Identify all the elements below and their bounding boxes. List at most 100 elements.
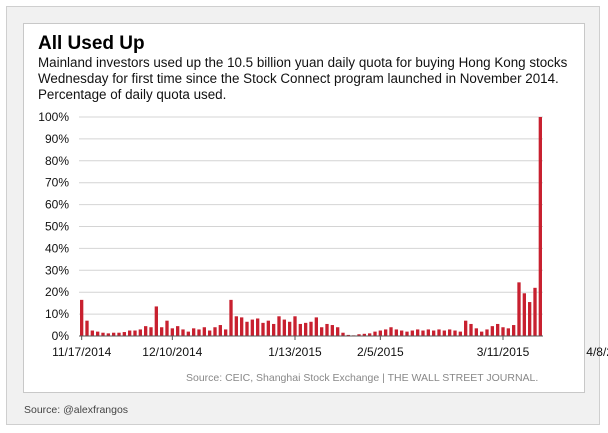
bar (138, 329, 142, 336)
bar (282, 319, 286, 336)
bar (405, 331, 409, 336)
bar (517, 282, 521, 336)
x-axis (79, 335, 543, 340)
y-tick-label: 40% (45, 241, 69, 255)
bar (176, 326, 180, 336)
bar (186, 331, 190, 336)
y-tick-label: 60% (45, 198, 69, 212)
bar (496, 323, 500, 336)
bar (229, 299, 233, 336)
bar (234, 316, 238, 336)
bar (362, 333, 366, 336)
bar (213, 327, 217, 336)
bar (245, 321, 249, 336)
bar (512, 325, 516, 336)
x-tick-label: 12/10/2014 (142, 345, 202, 359)
bar (133, 330, 137, 336)
bar (485, 329, 489, 336)
bar (469, 323, 473, 336)
bar (117, 332, 121, 336)
y-tick-label: 90% (45, 132, 69, 146)
bar (533, 287, 537, 336)
image-credit: Source: @alexfrangos (24, 404, 129, 416)
bar (266, 320, 270, 336)
x-tick-label: 4/8/2015 (586, 345, 608, 359)
bar (453, 330, 457, 336)
bar (128, 330, 132, 336)
bar (272, 323, 276, 336)
bar (357, 334, 361, 336)
bar (208, 330, 212, 336)
bar (320, 327, 324, 336)
bar (170, 328, 174, 336)
bar (448, 329, 452, 336)
bar (277, 316, 281, 336)
bar (256, 318, 260, 336)
x-axis-tick-labels: 11/17/2014 12/10/2014 1/13/2015 2/5/2015 3/1… (52, 345, 608, 359)
bar (378, 330, 382, 336)
bar (192, 328, 196, 336)
bar (314, 317, 318, 336)
bar (368, 333, 372, 336)
y-tick-label: 50% (45, 220, 69, 234)
bar (474, 328, 478, 336)
bar (346, 334, 350, 336)
bar (122, 332, 126, 336)
bar (480, 331, 484, 336)
bar (384, 329, 388, 336)
bar (432, 330, 436, 336)
gridlines (79, 116, 543, 315)
bar (426, 329, 430, 336)
bar (528, 302, 532, 336)
bar (410, 330, 414, 336)
bar (154, 306, 158, 336)
x-tick-label: 11/17/2014 (52, 345, 111, 359)
bars (80, 117, 542, 336)
y-tick-label: 70% (45, 176, 69, 190)
bar (85, 320, 89, 336)
bar (144, 326, 148, 336)
bar (218, 325, 222, 336)
bar (160, 327, 164, 336)
bar (106, 333, 110, 336)
bar (464, 320, 468, 336)
bar (325, 323, 329, 336)
bar (437, 329, 441, 336)
chart-subtitle: Mainland investors used up the 10.5 bill… (38, 55, 568, 102)
bar (416, 329, 420, 336)
bar (149, 327, 153, 336)
bar (240, 317, 244, 336)
y-tick-label: 30% (45, 263, 69, 277)
bar (288, 321, 292, 336)
bar (261, 322, 265, 336)
y-tick-label: 20% (45, 285, 69, 299)
y-tick-label: 10% (45, 307, 69, 321)
bar (181, 329, 185, 336)
bar (394, 329, 398, 336)
bar (96, 331, 100, 336)
bar (389, 327, 393, 336)
bar (165, 320, 169, 336)
x-tick-label: 2/5/2015 (357, 345, 404, 359)
bar (80, 299, 84, 336)
bar (442, 330, 446, 336)
bar (309, 321, 313, 336)
bar (341, 332, 345, 336)
bar (501, 327, 505, 336)
bar (373, 331, 377, 336)
data-source-note: Source: CEIC, Shanghai Stock Exchange | … (186, 372, 539, 384)
bar (330, 325, 334, 336)
bar (506, 328, 510, 336)
x-tick-label: 3/11/2015 (477, 345, 530, 359)
bar (112, 332, 116, 336)
bar (197, 329, 201, 336)
bar (293, 316, 297, 336)
y-tick-label: 80% (45, 154, 69, 168)
bar (522, 293, 526, 336)
bar (101, 332, 105, 336)
chart-title: All Used Up (38, 33, 145, 54)
bar (90, 330, 94, 336)
bar (490, 326, 494, 336)
bar (304, 322, 308, 336)
